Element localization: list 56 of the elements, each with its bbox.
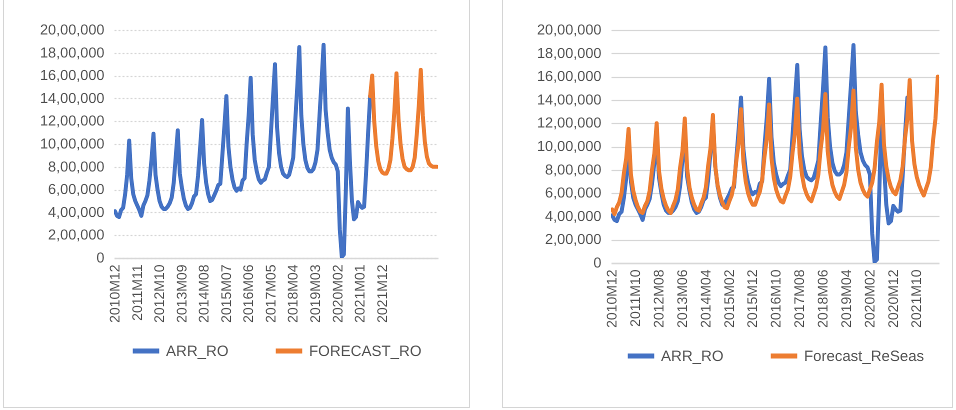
x-tick-label: 2018M04 xyxy=(284,264,301,323)
y-tick-label: 20,00,000 xyxy=(40,22,104,38)
x-tick-label: 2016M06 xyxy=(240,264,256,323)
x-tick-label: 2011M10 xyxy=(627,269,644,327)
line-series xyxy=(368,68,438,176)
y-tick-label: 16,00,000 xyxy=(40,68,104,84)
y-tick-label: 4,00,000 xyxy=(545,208,602,225)
y-tick-label: 18,00,000 xyxy=(536,46,602,62)
x-tick-label: 2014M08 xyxy=(196,264,212,323)
x-tick-label: 2015M02 xyxy=(720,269,737,328)
x-tick-label: 2016M10 xyxy=(768,269,784,328)
legend-label: ARR_RO xyxy=(166,343,229,360)
line-series xyxy=(114,42,372,258)
y-tick-label: 8,00,000 xyxy=(545,162,602,178)
y-tick-label: 4,00,000 xyxy=(48,204,104,221)
x-tick-label: 2018M06 xyxy=(814,269,831,328)
y-tick-label: 2,00,000 xyxy=(48,228,104,244)
x-tick-label: 2013M09 xyxy=(173,264,190,323)
x-tick-label: 2019M03 xyxy=(306,264,323,323)
y-tick-label: 14,00,000 xyxy=(536,92,602,108)
x-tick-label: 2019M04 xyxy=(838,269,854,328)
line-series xyxy=(611,74,939,216)
y-tick-label: 6,00,000 xyxy=(545,186,602,202)
x-tick-label: 2015M07 xyxy=(218,264,234,323)
y-tick-label: 8,00,000 xyxy=(48,159,104,176)
y-tick-label: 0 xyxy=(96,250,104,266)
x-tick-label: 2011M11 xyxy=(128,264,145,321)
x-tick-label: 2021M10 xyxy=(908,269,924,328)
x-tick-label: 2020M02 xyxy=(861,269,878,328)
y-tick-label: 6,00,000 xyxy=(48,182,104,198)
x-tick-label: 2020M12 xyxy=(884,269,901,328)
legend-label: FORECAST_RO xyxy=(309,343,422,360)
x-tick-label: 2017M08 xyxy=(791,269,808,328)
x-tick-label: 2010M12 xyxy=(106,264,123,323)
x-tick-label: 2013M06 xyxy=(674,269,690,328)
y-tick-label: 10,00,000 xyxy=(40,136,104,152)
x-tick-label: 2010M12 xyxy=(604,269,620,328)
legend-label: Forecast_ReSeas xyxy=(804,348,924,365)
y-tick-label: 20,00,000 xyxy=(536,22,602,38)
y-tick-label: 12,00,000 xyxy=(536,116,602,132)
x-tick-label: 2021M01 xyxy=(352,264,368,323)
y-tick-label: 12,00,000 xyxy=(40,114,104,130)
x-tick-label: 2012M10 xyxy=(151,264,168,323)
y-tick-label: 0 xyxy=(593,256,602,272)
y-tick-label: 14,00,000 xyxy=(40,90,104,107)
y-tick-label: 2,00,000 xyxy=(545,232,602,248)
x-tick-label: 2020M02 xyxy=(329,264,346,323)
y-tick-label: 16,00,000 xyxy=(536,69,602,86)
y-tick-label: 18,00,000 xyxy=(40,45,104,62)
x-tick-label: 2014M04 xyxy=(697,269,714,328)
x-tick-label: 2015M12 xyxy=(744,269,760,328)
x-tick-label: 2012M08 xyxy=(650,269,667,328)
legend-label: ARR_RO xyxy=(661,348,724,365)
x-tick-label: 2017M05 xyxy=(262,264,278,323)
x-tick-label: 2021M12 xyxy=(374,264,390,323)
y-tick-label: 10,00,000 xyxy=(536,139,602,155)
